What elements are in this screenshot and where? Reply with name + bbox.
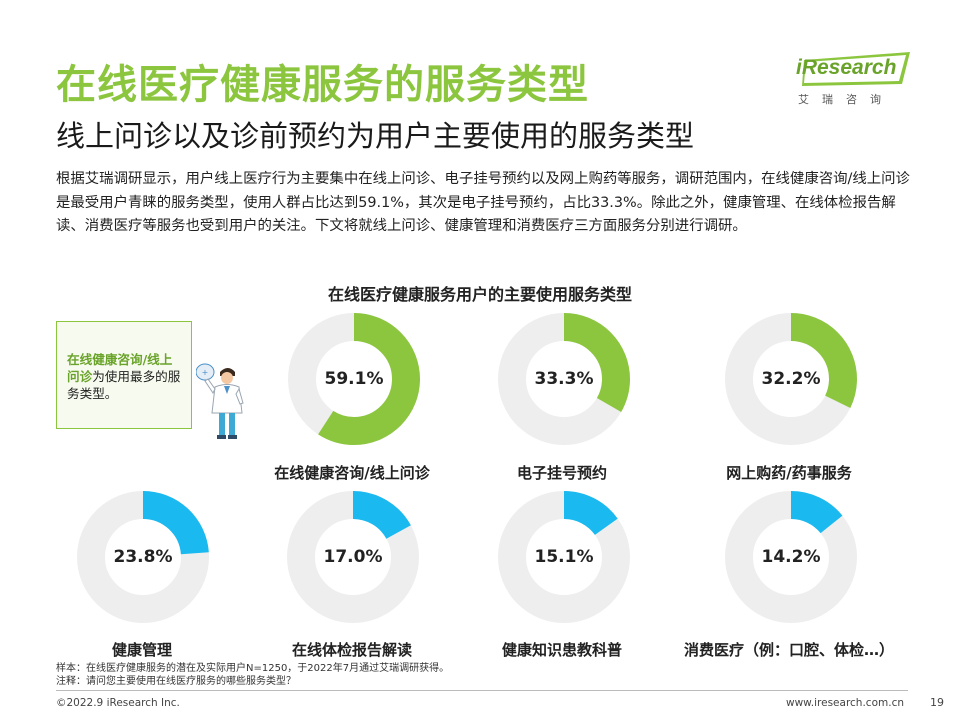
donut-category-label: 网上购药/药事服务	[726, 464, 852, 482]
donut-svg	[77, 491, 209, 623]
donut-value-arc	[288, 313, 420, 445]
donut-chart: 15.1%	[498, 491, 630, 623]
donut-value-arc	[287, 491, 419, 623]
donut-chart: 59.1%	[288, 313, 420, 445]
donut-chart: 33.3%	[498, 313, 630, 445]
donut-value-arc	[498, 313, 630, 445]
chart-title: 在线医疗健康服务用户的主要使用服务类型	[327, 285, 632, 304]
donut-value-arc	[725, 491, 857, 623]
svg-text:+: +	[202, 368, 209, 377]
iresearch-logo: iResearch 艾瑞咨询	[790, 52, 915, 107]
footer-divider	[56, 690, 908, 691]
donut-category-label: 在线体检报告解读	[291, 641, 412, 659]
page-title: 在线医疗健康服务的服务类型	[56, 62, 589, 108]
logo-banner-shape	[802, 52, 910, 86]
donut-chart: 23.8%	[77, 491, 209, 623]
donut-value-label: 59.1%	[324, 369, 384, 389]
donut-svg	[725, 491, 857, 623]
donut-value-arc	[725, 313, 857, 445]
donut-value-label: 15.1%	[534, 547, 594, 567]
donut-value-arc	[498, 491, 630, 623]
website-link[interactable]: www.iresearch.com.cn	[785, 697, 904, 709]
donut-value-label: 14.2%	[761, 547, 821, 567]
callout-text: 为使用最多的服务类型。	[67, 369, 181, 401]
intro-paragraph: 根据艾瑞调研显示，用户线上医疗行为主要集中在线上问诊、电子挂号预约以及网上购药等…	[56, 171, 910, 234]
donut-value-label: 32.2%	[761, 369, 821, 389]
logo-tagline: 艾瑞咨询	[798, 93, 894, 106]
callout-highlight: 在线健康咨询/线上问诊	[67, 352, 173, 384]
page-number: 19	[930, 696, 944, 709]
donut-svg	[498, 491, 630, 623]
doctor-icon: +	[196, 363, 244, 439]
donut-value-label: 17.0%	[323, 547, 383, 567]
donut-chart: 17.0%	[287, 491, 419, 623]
donut-value-arc	[77, 491, 209, 623]
logo-wordmark: iResearch	[796, 56, 897, 79]
copyright: ©2022.9 iResearch Inc.	[56, 697, 180, 709]
donut-svg	[287, 491, 419, 623]
donut-chart: 14.2%	[725, 491, 857, 623]
donut-svg	[498, 313, 630, 445]
donut-value-label: 33.3%	[534, 369, 594, 389]
footnotes: 样本：在线医疗健康服务的潜在及实际用户N=1250，于2022年7月通过艾瑞调研…	[56, 662, 449, 688]
sample-note: 样本：在线医疗健康服务的潜在及实际用户N=1250，于2022年7月通过艾瑞调研…	[56, 663, 450, 674]
donut-svg	[288, 313, 420, 445]
donut-category-label: 健康管理	[111, 641, 172, 659]
donut-category-label: 消费医疗（例：口腔、体检…）	[683, 641, 894, 659]
donut-category-label: 电子挂号预约	[516, 464, 607, 482]
question-note: 注释：请问您主要使用在线医疗服务的哪些服务类型？	[56, 676, 296, 687]
callout-box: 在线健康咨询/线上问诊为使用最多的服务类型。	[56, 321, 192, 429]
page-subtitle: 线上问诊以及诊前预约为用户主要使用的服务类型	[56, 119, 695, 153]
donut-chart: 32.2%	[725, 313, 857, 445]
donut-category-label: 健康知识患教科普	[501, 641, 622, 659]
donut-category-label: 在线健康咨询/线上问诊	[274, 464, 430, 482]
donut-svg	[725, 313, 857, 445]
donut-value-label: 23.8%	[113, 547, 173, 567]
